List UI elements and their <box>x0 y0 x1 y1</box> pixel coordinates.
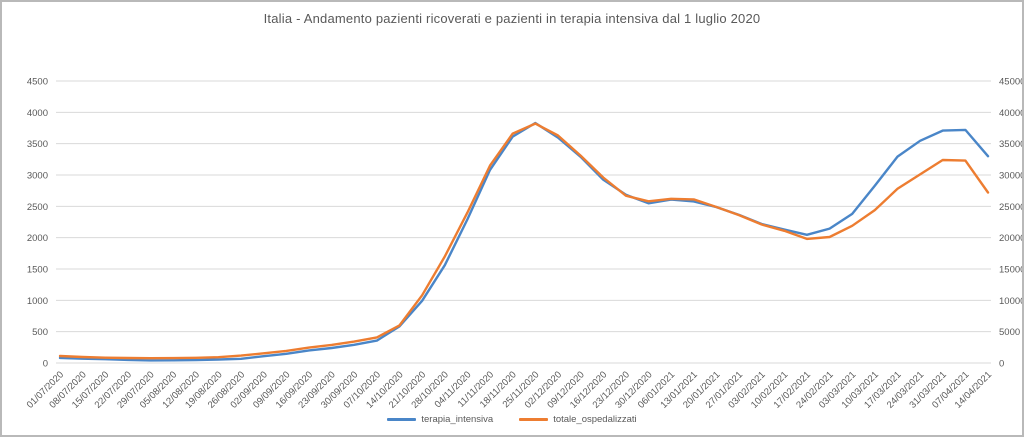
y-axis-right-tick-label: 5000 <box>999 327 1020 338</box>
y-axis-right-tick-label: 20000 <box>999 233 1024 244</box>
series-line-terapia_intensiva <box>58 121 990 362</box>
legend-line-swatch-blue <box>387 418 417 421</box>
y-axis-left-tick-label: 3000 <box>27 171 48 182</box>
y-axis-left-tick-label: 1000 <box>27 296 48 307</box>
legend-label-totale-ospedalizzati: totale_ospedalizzati <box>553 414 637 425</box>
legend-line-swatch-orange <box>519 418 549 421</box>
y-axis-left-tick-label: 4500 <box>27 77 48 88</box>
y-axis-left-tick-label: 1500 <box>27 265 48 276</box>
y-axis-right-tick-label: 30000 <box>999 171 1024 182</box>
y-axis-right-tick-label: 0 <box>999 359 1004 370</box>
y-axis-left-tick-label: 0 <box>43 359 48 370</box>
y-axis-right-tick-label: 35000 <box>999 139 1024 150</box>
legend-item-totale-ospedalizzati: totale_ospedalizzati <box>519 414 637 425</box>
legend-label-terapia-intensiva: terapia_intensiva <box>421 414 494 425</box>
y-axis-right-tick-label: 25000 <box>999 202 1024 213</box>
legend-item-terapia-intensiva: terapia_intensiva <box>387 414 493 425</box>
y-axis-right-tick-label: 15000 <box>999 265 1024 276</box>
series-line-totale_ospedalizzati <box>58 122 990 360</box>
y-axis-left-tick-label: 3500 <box>27 139 48 150</box>
y-axis-right-tick-label: 40000 <box>999 108 1024 119</box>
y-axis-left-tick-label: 4000 <box>27 108 48 119</box>
chart-legend: terapia_intensiva totale_ospedalizzati <box>2 414 1022 425</box>
y-axis-right-tick-label: 10000 <box>999 296 1024 307</box>
y-axis-left-tick-label: 2000 <box>27 233 48 244</box>
chart-title: Italia - Andamento pazienti ricoverati e… <box>263 11 761 26</box>
y-axis-right-tick-label: 45000 <box>999 77 1024 88</box>
y-axis-left-tick-label: 500 <box>32 327 48 338</box>
y-axis-left-tick-label: 2500 <box>27 202 48 213</box>
